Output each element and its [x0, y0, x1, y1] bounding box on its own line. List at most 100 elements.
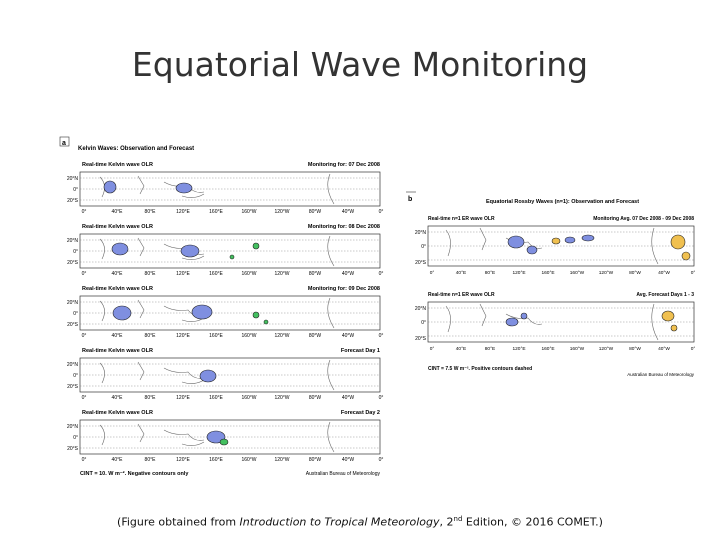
longitude-label: 40°W [342, 209, 355, 215]
longitude-label: 0° [82, 271, 87, 277]
latitude-label: 20°N [67, 424, 79, 430]
positive-olr-anomaly [263, 319, 269, 325]
panel-title-right: Monitoring Avg. 07 Dec 2008 - 09 Dec 200… [593, 216, 694, 222]
longitude-label: 0° [82, 457, 87, 463]
longitude-label: 160°E [209, 209, 223, 215]
longitude-label: 40°E [456, 346, 466, 352]
negative-olr-anomaly [505, 317, 519, 327]
longitude-label: 120°W [599, 346, 614, 352]
kelvin-wave-figure: a Kelvin Waves: Observation and Forecast R… [58, 135, 394, 478]
negative-olr-anomaly [111, 242, 129, 256]
coastline [99, 297, 335, 329]
coastline [99, 359, 335, 391]
latitude-label: 20°S [67, 322, 79, 328]
latitude-label: 0° [73, 435, 78, 441]
longitude-label: 80°W [629, 270, 641, 276]
longitude-label: 40°E [112, 209, 124, 215]
longitude-label: 0° [691, 346, 696, 352]
longitude-label: 120°E [512, 346, 525, 352]
panel-title-left: Real-time Kelvin wave OLR [82, 286, 153, 292]
coastline [99, 421, 335, 453]
latitude-label: 20°S [67, 384, 79, 390]
caption-superscript: nd [453, 515, 463, 523]
negative-olr-anomaly [103, 180, 117, 194]
panel-title-right: Monitoring for: 07 Dec 2008 [308, 162, 380, 168]
figure-b-credit: Australian Bureau of Meteorology [627, 372, 695, 377]
latitude-label: 20°N [415, 306, 427, 312]
caption-middle: , 2 [439, 515, 454, 529]
longitude-label: 120°E [176, 271, 190, 277]
longitude-label: 40°W [342, 271, 355, 277]
positive-olr-anomaly [219, 438, 229, 446]
longitude-label: 160°W [570, 346, 585, 352]
positive-olr-anomaly [661, 310, 675, 322]
negative-olr-anomaly [112, 305, 132, 321]
positive-olr-anomaly [670, 324, 678, 332]
longitude-label: 80°W [309, 271, 322, 277]
longitude-label: 0° [430, 270, 435, 276]
longitude-label: 120°W [274, 395, 289, 401]
longitude-label: 40°W [342, 457, 355, 463]
latitude-label: 0° [421, 320, 426, 326]
longitude-label: 80°W [309, 333, 322, 339]
longitude-label: 160°E [209, 271, 223, 277]
longitude-label: 120°E [512, 270, 525, 276]
negative-olr-anomaly [175, 182, 193, 194]
longitude-label: 40°W [342, 333, 355, 339]
longitude-label: 160°E [209, 333, 223, 339]
panel-title-left: Real-time Kelvin wave OLR [82, 348, 153, 354]
latitude-label: 0° [73, 311, 78, 317]
panel-title-left: Real-time Kelvin wave OLR [82, 224, 153, 230]
longitude-label: 120°E [176, 395, 190, 401]
longitude-label: 0° [82, 333, 87, 339]
latitude-label: 0° [73, 249, 78, 255]
longitude-label: 80°W [309, 457, 322, 463]
figure-b-frame [402, 190, 702, 382]
figure-a-title: Kelvin Waves: Observation and Forecast [78, 146, 194, 152]
longitude-label: 160°W [241, 457, 256, 463]
figure-b-title: Equatorial Rossby Waves (n=1): Observati… [486, 199, 639, 205]
latitude-label: 0° [421, 244, 426, 250]
figure-a-label: a [62, 140, 66, 147]
longitude-label: 80°E [145, 209, 157, 215]
latitude-label: 20°N [67, 238, 79, 244]
coastline [445, 227, 659, 265]
positive-olr-anomaly [551, 237, 561, 245]
panel-title-left: Real-time Kelvin wave OLR [82, 162, 153, 168]
longitude-label: 0° [379, 333, 384, 339]
positive-olr-anomaly [681, 251, 691, 261]
figure-caption: (Figure obtained from Introduction to Tr… [0, 515, 720, 529]
longitude-label: 80°E [145, 271, 157, 277]
latitude-label: 20°S [67, 446, 79, 452]
longitude-label: 160°W [241, 271, 256, 277]
longitude-label: 40°E [112, 271, 124, 277]
positive-olr-anomaly [252, 242, 260, 250]
longitude-label: 40°E [112, 457, 124, 463]
longitude-label: 120°E [176, 209, 190, 215]
figure-a-credit: Australian Bureau of Meteorology [306, 471, 381, 477]
longitude-label: 160°W [241, 333, 256, 339]
negative-olr-anomaly [507, 235, 525, 249]
rossby-wave-figure: b Equatorial Rossby Waves (n=1): Observat… [402, 190, 702, 382]
negative-olr-anomaly [180, 244, 200, 258]
figure-b-label: b [408, 196, 412, 203]
longitude-label: 80°E [145, 457, 157, 463]
negative-olr-anomaly [526, 245, 538, 255]
longitude-label: 120°W [274, 333, 289, 339]
longitude-label: 120°W [599, 270, 614, 276]
longitude-label: 0° [379, 457, 384, 463]
caption-prefix: (Figure obtained from [117, 515, 240, 529]
longitude-label: 80°W [309, 395, 322, 401]
panel-title-right: Monitoring for: 09 Dec 2008 [308, 286, 380, 292]
longitude-label: 0° [379, 209, 384, 215]
longitude-label: 0° [691, 270, 696, 276]
latitude-label: 0° [73, 373, 78, 379]
panel-title-left: Real-time n=1 ER wave OLR [428, 292, 495, 298]
latitude-label: 20°N [67, 362, 79, 368]
longitude-label: 120°E [176, 457, 190, 463]
positive-olr-anomaly [229, 254, 235, 260]
longitude-label: 80°E [485, 346, 495, 352]
panel-title-right: Monitoring for: 08 Dec 2008 [308, 224, 380, 230]
panel-title-right: Forecast Day 2 [341, 410, 380, 416]
longitude-label: 40°E [112, 395, 124, 401]
